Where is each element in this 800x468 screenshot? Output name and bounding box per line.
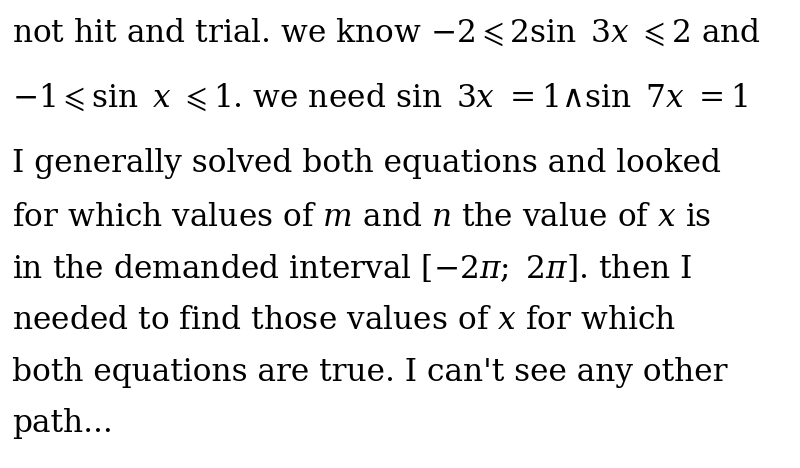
Text: needed to find those values of $\mathit{x}$ for which: needed to find those values of $\mathit{…	[12, 305, 676, 336]
Text: for which values of $\mathit{m}$ and $\mathit{n}$ the value of $\mathit{x}$ is: for which values of $\mathit{m}$ and $\m…	[12, 202, 711, 233]
Text: not hit and trial. we know $-2{\leqslant}2\sin\ 3\mathit{x}\ {\leqslant}2$ and: not hit and trial. we know $-2{\leqslant…	[12, 17, 761, 49]
Text: both equations are true. I can't see any other: both equations are true. I can't see any…	[12, 357, 727, 388]
Text: path...: path...	[12, 408, 113, 439]
Text: in the demanded interval $[-2\pi;\ 2\pi]$. then I: in the demanded interval $[-2\pi;\ 2\pi]…	[12, 253, 692, 285]
Text: $-1{\leqslant}\sin\ \mathit{x}\ {\leqslant}1$. we need $\sin\ 3\mathit{x}\ {=}1{: $-1{\leqslant}\sin\ \mathit{x}\ {\leqsla…	[12, 82, 748, 114]
Text: I generally solved both equations and looked: I generally solved both equations and lo…	[12, 148, 721, 179]
